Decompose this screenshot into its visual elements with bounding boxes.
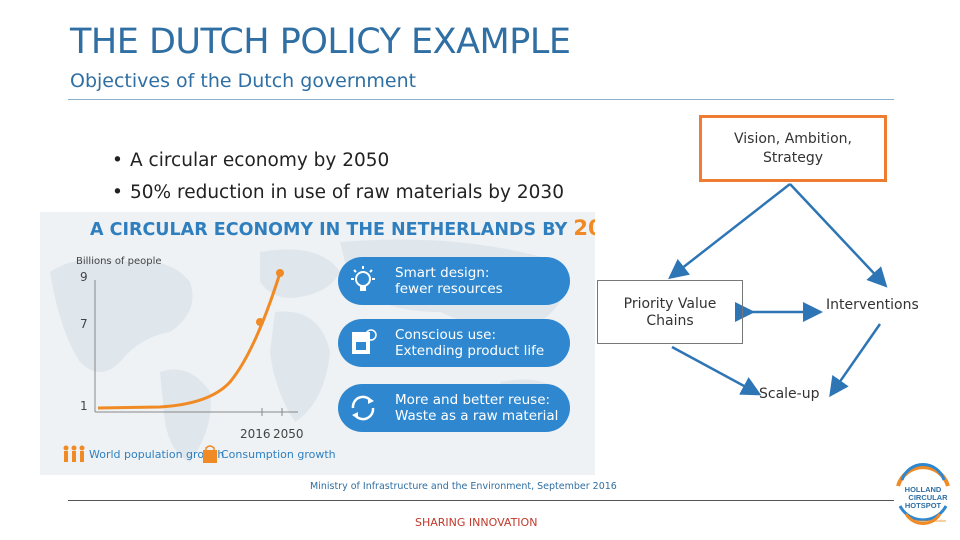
objectives-list: • A circular economy by 2050 • 50% reducti… — [112, 150, 564, 214]
legend-consumption: Consumption growth — [202, 444, 336, 464]
logo-line: HOLLAND — [905, 485, 942, 494]
pill-text: More and better reuse: Waste as a raw ma… — [395, 392, 558, 424]
objective-text: A circular economy by 2050 — [130, 150, 390, 171]
x-tick-label: 2016 — [240, 427, 271, 441]
circular-economy-infographic: A CIRCULAR ECONOMY IN THE NETHERLANDS BY… — [40, 212, 595, 475]
curve-point-2016 — [256, 318, 264, 326]
y-axis-label: Billions of people — [76, 256, 162, 267]
pill-line: More and better reuse: — [395, 392, 551, 408]
holland-circular-hotspot-logo: HOLLAND CIRCULAR HOTSPOT sharing innovat… — [896, 463, 950, 525]
legend-population: World population growth — [62, 444, 224, 464]
recycle-icon — [343, 388, 383, 428]
bottom-divider — [68, 500, 894, 501]
infographic-title-year: 2050 — [573, 216, 595, 240]
arrow-vision-to-interventions — [789, 183, 888, 288]
pill-text: Conscious use: Extending product life — [395, 327, 544, 359]
legend-population-label: World population growth — [89, 447, 225, 461]
logo-line: CIRCULAR — [908, 493, 948, 502]
pill-conscious-use: Conscious use: Extending product life — [338, 319, 570, 367]
objective-item: • A circular economy by 2050 — [112, 150, 564, 172]
shopping-bag-icon — [203, 445, 217, 463]
y-tick-label: 9 — [80, 270, 88, 284]
curve-point-2050 — [276, 269, 284, 277]
lightbulb-icon — [343, 261, 383, 301]
infographic-title: A CIRCULAR ECONOMY IN THE NETHERLANDS BY… — [90, 216, 595, 240]
priority-value-chains-box: Priority Value Chains — [597, 280, 743, 344]
objective-item: • 50% reduction in use of raw materials b… — [112, 182, 564, 204]
pill-line: Smart design: — [395, 265, 490, 281]
priority-line: Priority Value — [623, 296, 717, 312]
vision-box: Vision, Ambition, Strategy — [699, 115, 887, 182]
infographic-title-text: A CIRCULAR ECONOMY IN THE NETHERLANDS BY — [90, 220, 568, 240]
interventions-label: Interventions — [826, 297, 919, 313]
arrow-vision-to-priority — [668, 183, 791, 280]
coffee-machine-icon — [343, 323, 383, 363]
bullet-icon: • — [112, 150, 123, 171]
pill-smart-design: Smart design: fewer resources — [338, 257, 570, 305]
infographic-credit: Ministry of Infrastructure and the Envir… — [310, 481, 617, 492]
footer-text: SHARING INNOVATION — [415, 516, 538, 529]
slide-subtitle: Objectives of the Dutch government — [70, 70, 417, 92]
x-tick-label: 2050 — [273, 427, 304, 441]
pill-line: Conscious use: — [395, 327, 497, 343]
y-tick-label: 7 — [80, 317, 88, 331]
legend-consumption-label: Consumption growth — [221, 447, 336, 461]
scaleup-label: Scale-up — [759, 386, 820, 402]
logo-tagline: sharing innovation — [914, 518, 946, 523]
arrow-interventions-to-scaleup — [829, 323, 882, 398]
pill-line: Waste as a raw material — [395, 408, 559, 424]
arrow-priority-to-scaleup — [671, 345, 762, 396]
bullet-icon: • — [112, 182, 123, 203]
slide-title: THE DUTCH POLICY EXAMPLE — [70, 22, 571, 62]
top-divider — [68, 99, 894, 100]
pill-better-reuse: More and better reuse: Waste as a raw ma… — [338, 384, 570, 432]
y-tick-label: 1 — [80, 399, 88, 413]
pill-text: Smart design: fewer resources — [395, 265, 503, 297]
logo-line: HOTSPOT — [905, 501, 942, 510]
people-icon — [63, 445, 85, 462]
pill-line: Extending product life — [395, 343, 545, 359]
population-curve — [97, 272, 282, 410]
pill-line: fewer resources — [395, 281, 503, 297]
objective-text: 50% reduction in use of raw materials by… — [130, 182, 564, 203]
priority-line: Chains — [646, 313, 694, 329]
